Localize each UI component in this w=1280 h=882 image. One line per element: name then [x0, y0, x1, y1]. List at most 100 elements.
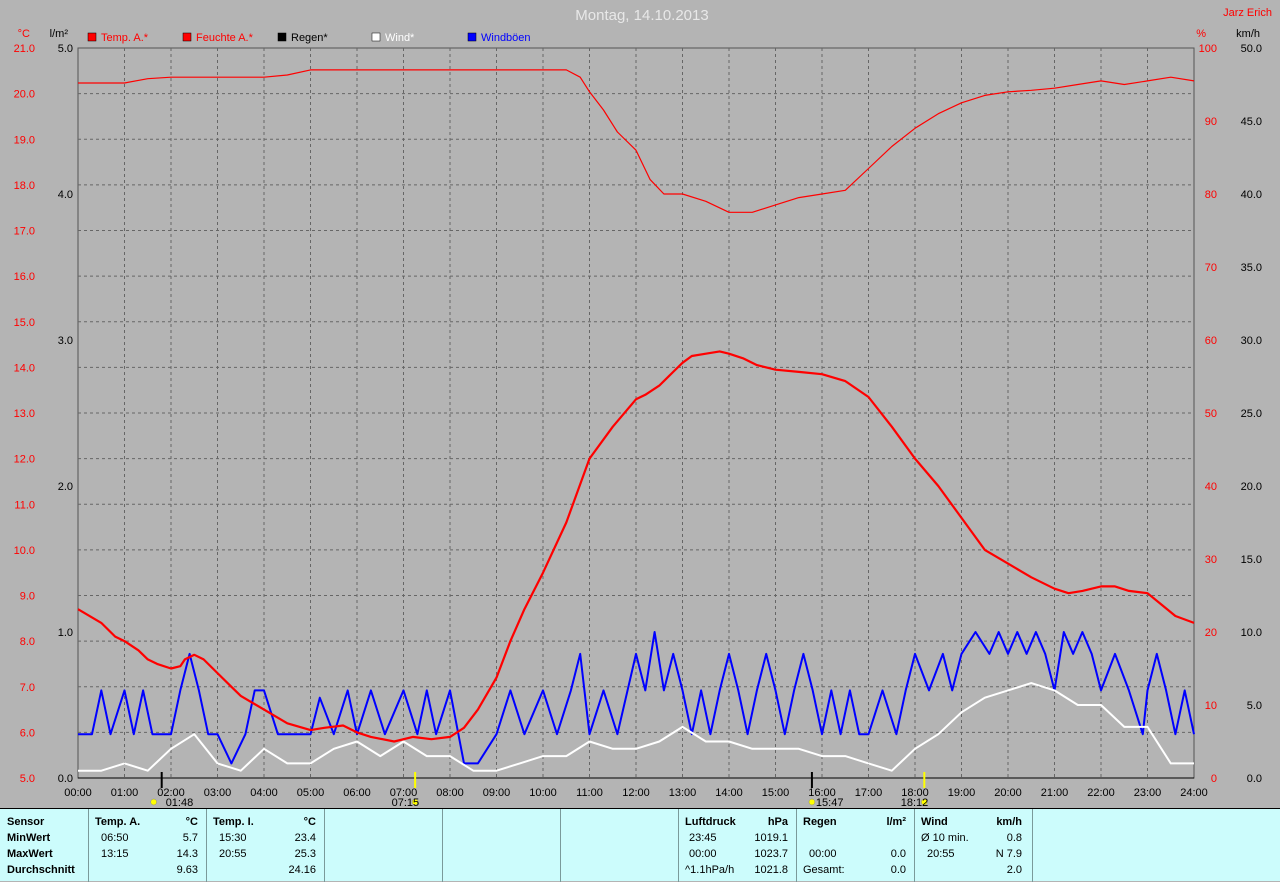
- temp-i-header: Temp. I.: [213, 816, 254, 828]
- sunrise-time-label: 07:15: [392, 797, 420, 808]
- temp-i-max-time: 20:55: [219, 848, 247, 860]
- hum-tick-label: 0: [1211, 773, 1217, 785]
- x-tick-label: 00:00: [64, 787, 92, 799]
- x-tick-label: 22:00: [1087, 787, 1115, 799]
- series-line-hum-1: [78, 69, 1195, 213]
- stats-wind-column: Wind km/h Ø 10 min. 0.8 20:55 N 7.9 2.0: [915, 809, 1033, 882]
- legend-label: Wind*: [385, 32, 415, 44]
- temp-a-avg-value: 9.63: [176, 864, 198, 876]
- stats-luftdruck-column: Luftdruck hPa 23:45 1019.1 00:00 1023.7 ^1.…: [679, 809, 797, 882]
- rain-tick-label: 2.0: [58, 481, 73, 493]
- stats-temp-i-column: Temp. I. °C 15:30 23.4 20:55 25.3 24.16: [207, 809, 325, 882]
- wind-tick-label: 10.0: [1241, 627, 1262, 639]
- wind-tick-label: 30.0: [1241, 335, 1262, 347]
- wind-avg10-label: Ø 10 min.: [921, 832, 969, 844]
- legend-swatch: [371, 32, 381, 42]
- temp-a-min-value: 5.7: [182, 832, 198, 844]
- wind-max-time: 20:55: [927, 848, 955, 860]
- rain-tick-label: 1.0: [58, 627, 73, 639]
- moonset-time-label: 01:48: [166, 797, 194, 808]
- legend-label: Temp. A.*: [101, 32, 149, 44]
- x-tick-label: 16:00: [808, 787, 836, 799]
- x-tick-label: 17:00: [855, 787, 883, 799]
- wind-tick-label: 5.0: [1247, 700, 1262, 712]
- sunset-time-label: 18:12: [901, 797, 929, 808]
- x-tick-label: 21:00: [1041, 787, 1069, 799]
- wind-unit-label: km/h: [1236, 28, 1260, 40]
- hum-tick-label: 60: [1205, 335, 1217, 347]
- x-tick-label: 18:00: [901, 787, 929, 799]
- rain-tick-label: 4.0: [58, 189, 73, 201]
- hum-tick-label: 10: [1205, 700, 1217, 712]
- hum-tick-label: 40: [1205, 481, 1217, 493]
- temp-tick-label: 20.0: [14, 89, 35, 101]
- x-tick-label: 07:00: [390, 787, 418, 799]
- legend-label: Feuchte A.*: [196, 32, 254, 44]
- wind-tick-label: 40.0: [1241, 189, 1262, 201]
- wind-tick-label: 35.0: [1241, 262, 1262, 274]
- regen-max-value: 0.0: [890, 848, 906, 860]
- hum-tick-label: 90: [1205, 116, 1217, 128]
- rain-tick-label: 3.0: [58, 335, 73, 347]
- x-tick-label: 04:00: [250, 787, 278, 799]
- regen-total-label: Gesamt:: [803, 864, 845, 876]
- stats-regen-column: Regen l/m² 00:00 0.0 Gesamt: 0.0: [797, 809, 915, 882]
- legend-swatch: [467, 32, 477, 42]
- wind-tick-label: 15.0: [1241, 554, 1262, 566]
- temp-tick-label: 10.0: [14, 545, 35, 557]
- luftdruck-min-time: 23:45: [689, 832, 717, 844]
- temp-tick-label: 11.0: [14, 499, 35, 511]
- regen-total-value: 0.0: [890, 864, 906, 876]
- x-tick-label: 13:00: [669, 787, 697, 799]
- luftdruck-trend: ^1.1hPa/h: [685, 864, 735, 876]
- x-tick-label: 03:00: [204, 787, 232, 799]
- station-name: Jarz Erich: [1223, 7, 1272, 19]
- regen-max-time: 00:00: [809, 848, 837, 860]
- rain-tick-label: 0.0: [58, 773, 73, 785]
- legend-swatch: [182, 32, 192, 42]
- x-tick-label: 02:00: [157, 787, 185, 799]
- wind-avg-value: 2.0: [1006, 864, 1022, 876]
- temp-tick-label: 19.0: [14, 134, 35, 146]
- temp-i-max-value: 25.3: [294, 848, 316, 860]
- temp-a-max-value: 14.3: [176, 848, 198, 860]
- stats-sensor-header: Sensor: [7, 816, 45, 828]
- temp-tick-label: 17.0: [14, 226, 35, 238]
- series-line-wind-3: [78, 682, 1194, 772]
- temp-tick-label: 16.0: [14, 271, 35, 283]
- temp-tick-label: 9.0: [20, 591, 35, 603]
- temp-tick-label: 18.0: [14, 180, 35, 192]
- wind-max-value: N 7.9: [995, 848, 1022, 860]
- x-tick-label: 08:00: [436, 787, 464, 799]
- temp-i-min-time: 15:30: [219, 832, 247, 844]
- legend: Temp. A.* Feuchte A.* Regen* Wind* Windböen: [87, 32, 531, 44]
- rain-unit-label: l/m²: [50, 28, 69, 40]
- luftdruck-avg-value: 1021.8: [754, 864, 788, 876]
- wind-tick-label: 50.0: [1241, 43, 1262, 55]
- temp-tick-label: 14.0: [14, 362, 35, 374]
- x-tick-label: 12:00: [622, 787, 650, 799]
- hum-tick-label: 30: [1205, 554, 1217, 566]
- moonrise-icon: [808, 798, 816, 806]
- temp-a-unit: °C: [185, 816, 198, 828]
- temp-tick-label: 15.0: [14, 317, 35, 329]
- wind-tick-label: 25.0: [1241, 408, 1262, 420]
- stats-empty-column-2: [443, 809, 561, 882]
- stats-min-label: MinWert: [7, 832, 51, 844]
- series-line-wind-4: [78, 631, 1195, 765]
- hum-tick-label: 100: [1199, 43, 1217, 55]
- x-tick-label: 14:00: [715, 787, 743, 799]
- legend-label: Windböen: [481, 32, 531, 44]
- legend-swatch: [87, 32, 97, 42]
- regen-header: Regen: [803, 816, 837, 828]
- luftdruck-header: Luftdruck: [685, 816, 736, 828]
- temp-tick-label: 5.0: [20, 773, 35, 785]
- temp-tick-label: 7.0: [20, 682, 35, 694]
- stats-empty-column-3: [561, 809, 679, 882]
- luftdruck-max-time: 00:00: [689, 848, 717, 860]
- stats-sensor-column: Sensor MinWert MaxWert Durchschnitt: [0, 809, 89, 882]
- axis-labels: 21.0 20.0 19.0 18.0 17.0 16.0 15.0 14.0 13.0 12.0…: [14, 43, 1262, 799]
- temp-tick-label: 13.0: [14, 408, 35, 420]
- x-tick-label: 09:00: [483, 787, 511, 799]
- hum-unit-label: %: [1196, 28, 1206, 40]
